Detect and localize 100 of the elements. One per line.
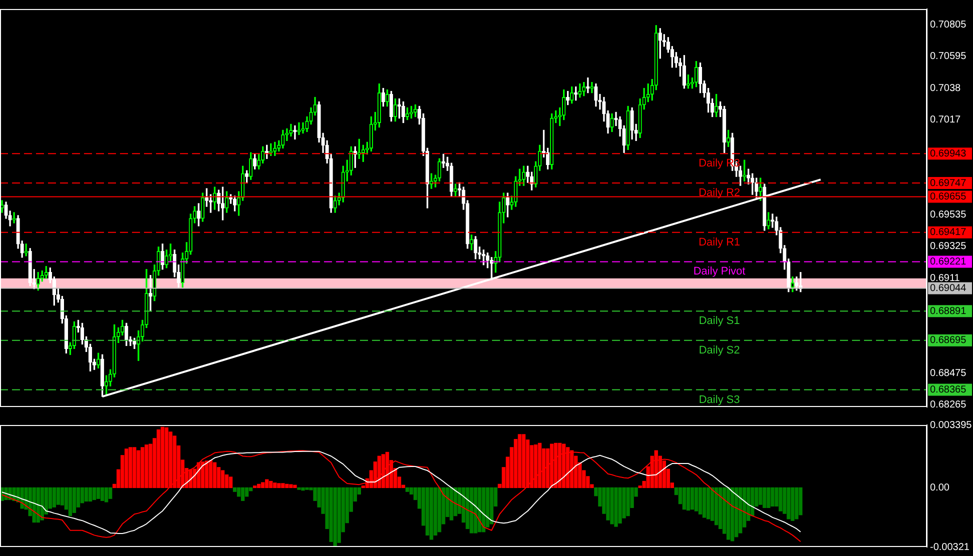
bar: [52, 487, 56, 508]
y-tick-label: 0.7038: [930, 83, 962, 94]
bar: [224, 474, 229, 488]
bar: [220, 470, 225, 488]
candlestick: [626, 106, 630, 150]
bar: [786, 487, 790, 520]
bar: [778, 487, 782, 512]
bar: [702, 487, 706, 518]
ref-line-label: Daily S2: [698, 344, 740, 356]
candlestick: [682, 55, 686, 89]
bar: [794, 487, 798, 520]
bar: [212, 462, 217, 488]
bar: [88, 487, 92, 502]
bar: [257, 484, 261, 488]
y-tick-label: 0.69535: [930, 209, 967, 220]
bar: [710, 487, 714, 521]
bar: [104, 487, 108, 502]
bar: [426, 487, 430, 536]
candlestick: [224, 191, 229, 213]
candlestick: [377, 83, 382, 128]
bar: [730, 487, 734, 542]
bar: [301, 487, 305, 491]
bar: [289, 484, 293, 488]
bar: [682, 487, 686, 510]
y-tick-label: 0.6911: [930, 273, 960, 284]
bar: [269, 480, 273, 488]
candlestick: [750, 173, 754, 195]
bar: [132, 447, 136, 488]
candlestick: [293, 125, 297, 140]
bar: [273, 482, 277, 488]
bar: [454, 487, 458, 516]
bar: [80, 487, 84, 504]
candlestick: [397, 98, 402, 119]
candlestick: [430, 173, 434, 189]
y-tick-label: 0.69655: [930, 192, 967, 203]
candlestick: [220, 186, 225, 220]
candlestick: [0, 200, 4, 213]
candlestick: [586, 77, 590, 94]
bar: [686, 487, 690, 511]
ref-line-label: Daily S1: [698, 315, 740, 328]
candlestick: [442, 154, 446, 168]
y-tick-label: 0.69417: [930, 227, 967, 238]
bar: [766, 487, 770, 508]
y-tick-label: 0.69325: [930, 240, 967, 252]
bar: [606, 487, 610, 520]
y-tick-label: 0.69747: [930, 178, 967, 189]
bar: [434, 487, 438, 536]
bar: [240, 487, 245, 501]
bar: [470, 487, 474, 534]
bar: [265, 479, 269, 488]
candlestick: [248, 152, 253, 180]
candlestick: [686, 74, 690, 89]
bar: [405, 487, 410, 492]
bar: [84, 487, 88, 502]
candlestick: [594, 83, 598, 107]
candlestick: [470, 234, 474, 250]
candlestick: [722, 106, 726, 153]
bar: [698, 487, 702, 514]
bar: [72, 487, 76, 513]
bar: [762, 487, 766, 508]
candlestick: [486, 252, 490, 268]
y-tick-label: 0.70595: [930, 50, 967, 62]
y-tick-label: 0.68891: [930, 306, 967, 317]
y-tick-label: -0.00321: [930, 542, 970, 553]
candlestick: [590, 82, 594, 94]
candlestick: [658, 28, 662, 59]
candlestick: [790, 276, 794, 292]
candlestick: [638, 98, 642, 138]
ref-line-label: Daily Pivot: [693, 266, 746, 278]
bar: [305, 487, 309, 490]
bar: [798, 487, 802, 516]
candlestick: [160, 244, 164, 270]
candlestick: [148, 275, 152, 312]
bar: [430, 487, 434, 540]
candlestick: [698, 62, 702, 94]
bar: [68, 487, 72, 516]
candlestick: [794, 276, 798, 291]
candlestick: [200, 192, 204, 222]
candlestick: [297, 122, 301, 136]
bar: [56, 487, 60, 505]
candlestick: [454, 184, 458, 196]
candlestick: [694, 61, 698, 88]
candlestick: [12, 212, 16, 224]
bar: [438, 487, 442, 532]
bar: [450, 487, 454, 520]
bar: [333, 487, 337, 546]
candlestick: [550, 113, 554, 170]
candlestick: [438, 158, 442, 182]
bar: [277, 483, 281, 488]
y-tick-label: 0.70805: [930, 19, 967, 30]
bar: [160, 426, 164, 488]
bar: [734, 487, 738, 538]
y-tick-label: 0.68365: [930, 384, 967, 396]
bar: [108, 487, 112, 499]
bar: [228, 476, 233, 488]
bar: [490, 487, 494, 524]
candlestick: [482, 250, 486, 266]
bar: [96, 487, 100, 499]
bar: [706, 487, 710, 520]
bar: [92, 487, 96, 500]
